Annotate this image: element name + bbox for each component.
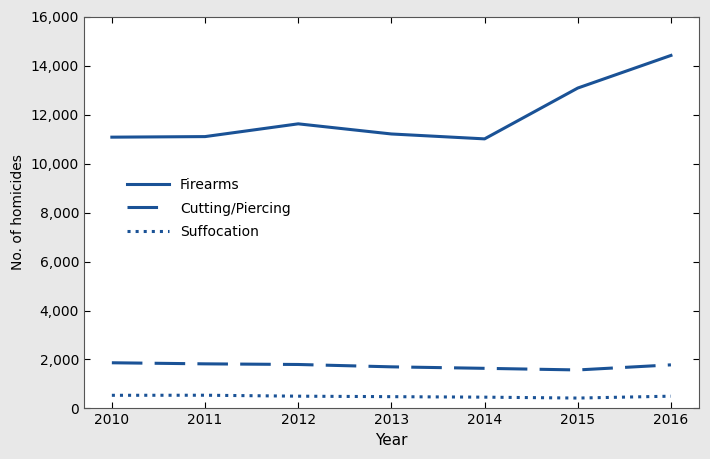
Suffocation bbox=[294, 393, 302, 399]
Firearms bbox=[294, 121, 302, 127]
Firearms bbox=[387, 131, 395, 137]
Line: Cutting/Piercing: Cutting/Piercing bbox=[112, 363, 671, 370]
Line: Suffocation: Suffocation bbox=[112, 395, 671, 398]
Firearms bbox=[667, 53, 675, 58]
Cutting/Piercing bbox=[201, 361, 209, 367]
Firearms bbox=[201, 134, 209, 140]
Suffocation bbox=[201, 392, 209, 398]
Suffocation bbox=[387, 394, 395, 399]
X-axis label: Year: Year bbox=[375, 433, 408, 448]
Suffocation bbox=[108, 392, 116, 398]
Suffocation bbox=[667, 393, 675, 399]
Line: Firearms: Firearms bbox=[112, 56, 671, 139]
Cutting/Piercing bbox=[574, 367, 582, 373]
Y-axis label: No. of homicides: No. of homicides bbox=[11, 155, 25, 270]
Legend: Firearms, Cutting/Piercing, Suffocation: Firearms, Cutting/Piercing, Suffocation bbox=[121, 173, 296, 245]
Cutting/Piercing bbox=[481, 365, 489, 371]
Firearms bbox=[481, 136, 489, 142]
Suffocation bbox=[481, 394, 489, 400]
Cutting/Piercing bbox=[387, 364, 395, 369]
Firearms bbox=[574, 85, 582, 91]
Cutting/Piercing bbox=[108, 360, 116, 365]
Cutting/Piercing bbox=[294, 362, 302, 367]
Cutting/Piercing bbox=[667, 362, 675, 368]
Suffocation bbox=[574, 395, 582, 401]
Firearms bbox=[108, 134, 116, 140]
